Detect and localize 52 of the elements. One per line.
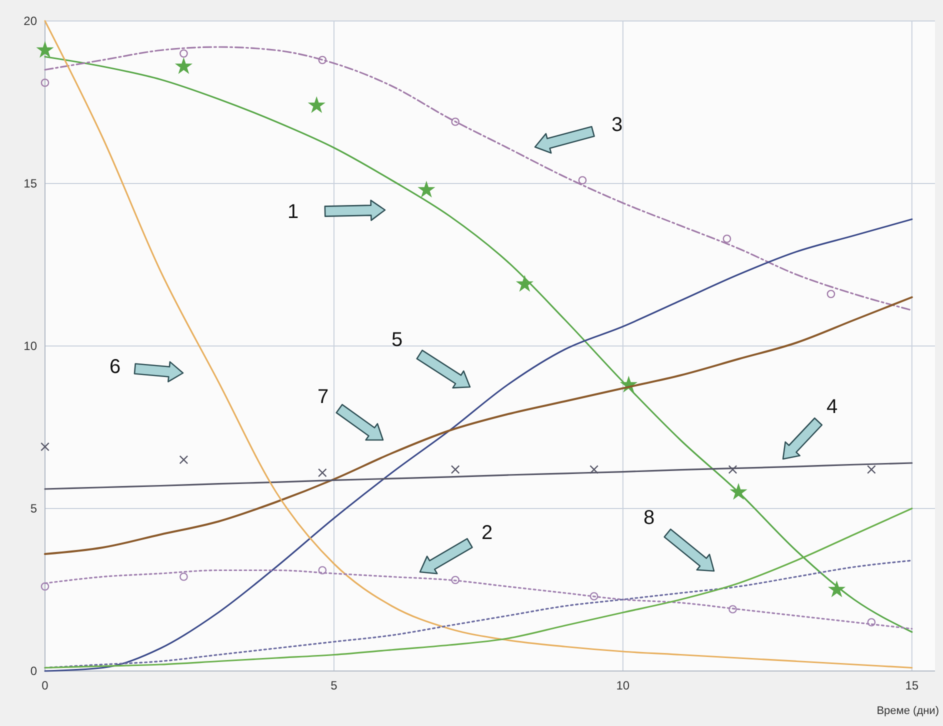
line-series [44, 46, 913, 312]
y-tick-label: 20 [24, 14, 38, 28]
line-series [44, 296, 913, 555]
point [829, 582, 844, 596]
point [517, 276, 532, 291]
point [40, 442, 50, 452]
point [867, 618, 876, 626]
point [590, 465, 598, 474]
x-tick-label: 15 [905, 678, 919, 693]
point [728, 465, 738, 474]
x-tick-label: 10 [616, 678, 630, 693]
annotation: 8 [643, 507, 655, 529]
point [826, 290, 836, 298]
point [450, 465, 460, 474]
point [37, 42, 53, 57]
line-series [44, 218, 913, 672]
y-tick-label: 5 [30, 501, 38, 516]
annotation: 3 [611, 114, 623, 136]
x-tick-label: 0 [42, 678, 49, 693]
line-series [44, 462, 913, 490]
point [590, 592, 598, 600]
point [318, 468, 327, 478]
point [722, 234, 732, 243]
point [451, 576, 460, 584]
annotation: 7 [317, 386, 329, 408]
y-tick-label: 15 [24, 176, 38, 190]
y-tick-label: 0 [30, 664, 38, 678]
point [318, 566, 327, 574]
point [867, 465, 876, 474]
point [451, 118, 460, 126]
annotation: 2 [481, 522, 493, 544]
point [578, 176, 587, 184]
y-tick-label: 10 [24, 338, 38, 353]
annotation: 4 [826, 396, 838, 418]
x-tick-label: 5 [330, 678, 338, 693]
annotation: 1 [287, 201, 299, 223]
point [179, 455, 188, 464]
point [176, 58, 192, 74]
point [180, 572, 188, 581]
x-axis-title: Време (дни) [876, 705, 939, 717]
annotation: 5 [391, 329, 403, 351]
annotation: 6 [109, 356, 121, 378]
point [40, 582, 50, 591]
point [309, 98, 324, 112]
line-series [44, 508, 913, 669]
point [418, 182, 434, 197]
point [318, 56, 327, 64]
line-series [44, 569, 913, 630]
point [730, 484, 746, 499]
point [728, 605, 737, 614]
point [180, 49, 188, 58]
point [40, 78, 50, 87]
